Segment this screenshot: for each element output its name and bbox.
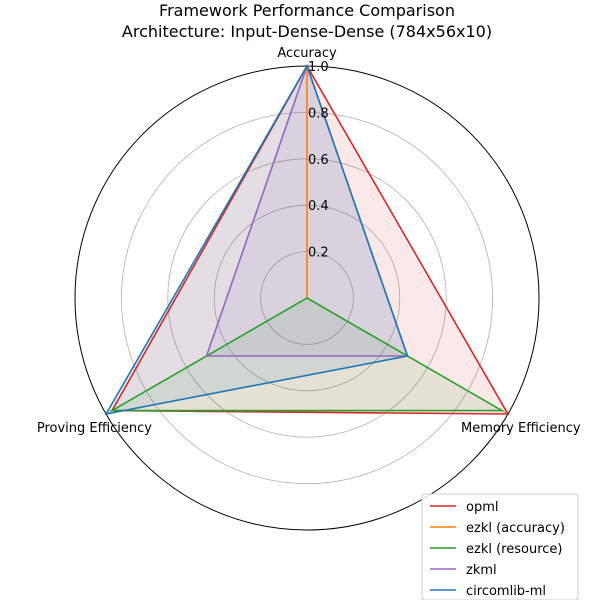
legend: opml ezkl (accuracy) ezkl (resource) zkml ci… xyxy=(421,493,579,600)
series-layer xyxy=(104,63,510,416)
r-tick-label: 1.0 xyxy=(308,60,329,75)
legend-label: ezkl (accuracy) xyxy=(466,521,565,536)
series-line xyxy=(110,64,510,415)
series-line xyxy=(109,297,505,412)
legend-frame xyxy=(421,493,579,600)
r-tick-label: 0.4 xyxy=(308,199,329,214)
axis-label-accuracy: Accuracy xyxy=(277,46,337,61)
legend-label: zkml xyxy=(466,563,497,578)
r-tick-label: 0.8 xyxy=(308,106,329,121)
legend-label: ezkl (resource) xyxy=(466,542,562,557)
chart-title-line-2: Architecture: Input-Dense-Dense (784x56x… xyxy=(122,22,492,41)
series-line xyxy=(104,64,409,416)
series-fill xyxy=(112,66,508,414)
legend-label: circomlib-ml xyxy=(466,584,546,599)
series-fill xyxy=(112,298,502,411)
series-fill xyxy=(106,66,408,414)
r-tick-label: 0.2 xyxy=(308,246,329,261)
chart-title-line-1: Framework Performance Comparison xyxy=(159,1,455,20)
r-tick-label: 0.6 xyxy=(308,153,329,168)
axis-label-proving-efficiency: Proving Efficiency xyxy=(37,421,152,436)
axis-label-memory-efficiency: Memory Efficiency xyxy=(461,421,581,436)
legend-label: opml xyxy=(466,500,498,515)
tick-layer: 0.2 0.4 0.6 0.8 1.0 xyxy=(308,60,329,261)
